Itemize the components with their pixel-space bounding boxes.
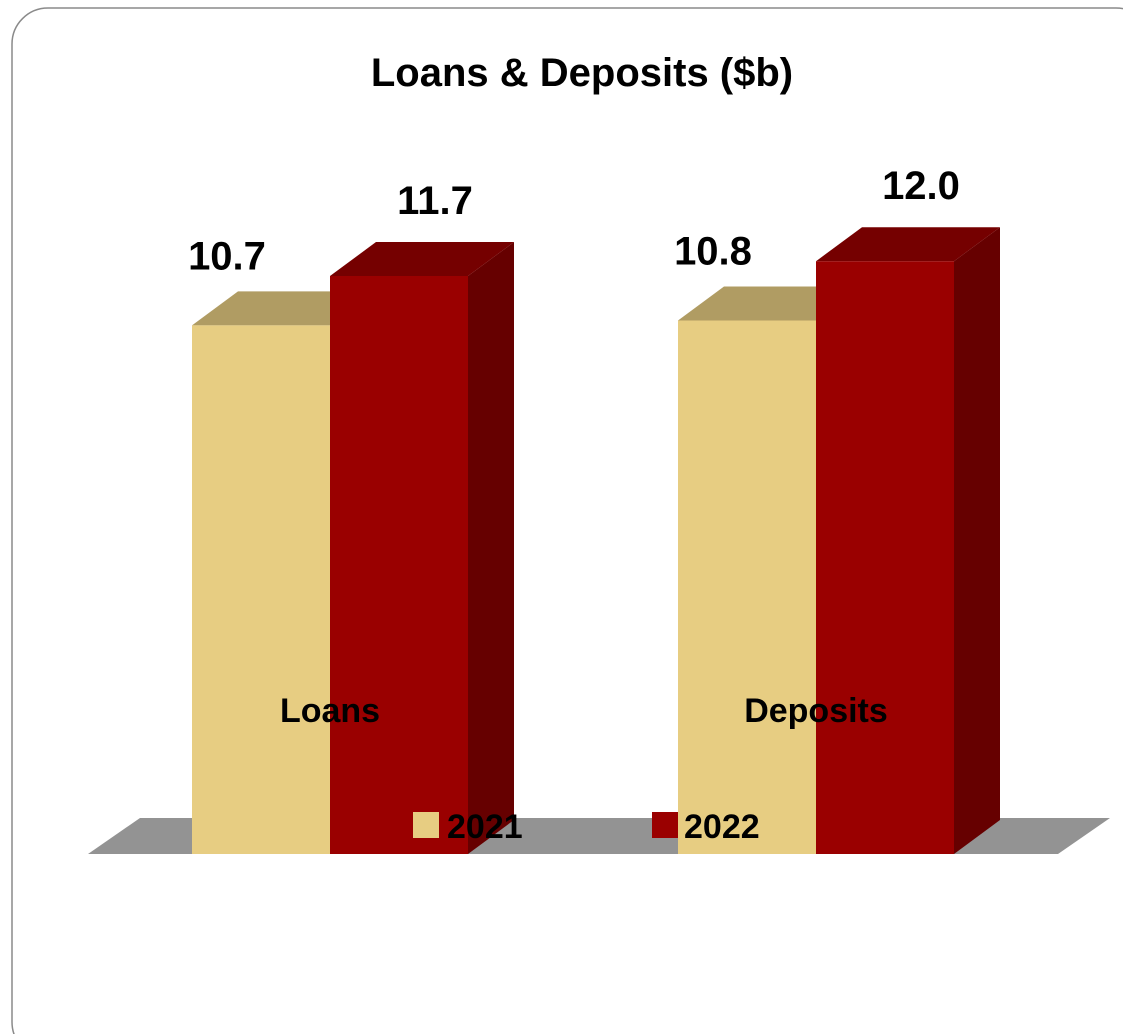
bar-front-loans-2022 — [330, 276, 468, 854]
chart-title: Loans & Deposits ($b) — [371, 51, 793, 95]
legend-swatch-2022 — [652, 812, 678, 838]
bar-side-loans-2022 — [468, 242, 514, 854]
legend-swatch-2021 — [413, 812, 439, 838]
bar-deposits-2022 — [816, 227, 1000, 854]
bar-front-deposits-2022 — [816, 261, 954, 854]
bar-top-loans-2022 — [330, 242, 514, 277]
bars-layer: 10.7 11.7 10.8 12.0 — [188, 164, 1000, 855]
data-label-loans-2022: 11.7 — [397, 179, 473, 223]
data-label-deposits-2021: 10.8 — [674, 229, 752, 273]
bar-side-deposits-2022 — [954, 227, 1000, 854]
legend-label-2021: 2021 — [447, 808, 523, 846]
bar-top-deposits-2022 — [816, 227, 1000, 262]
legend-label-2022: 2022 — [684, 808, 760, 846]
bar-front-loans-2021 — [192, 325, 330, 854]
legend: 2021 2022 — [413, 808, 760, 846]
category-label-deposits: Deposits — [744, 692, 888, 730]
data-label-loans-2021: 10.7 — [188, 234, 266, 278]
bar-front-deposits-2021 — [678, 320, 816, 855]
bar-loans-2022 — [330, 242, 514, 854]
category-label-loans: Loans — [280, 692, 380, 730]
data-label-deposits-2022: 12.0 — [882, 164, 960, 208]
